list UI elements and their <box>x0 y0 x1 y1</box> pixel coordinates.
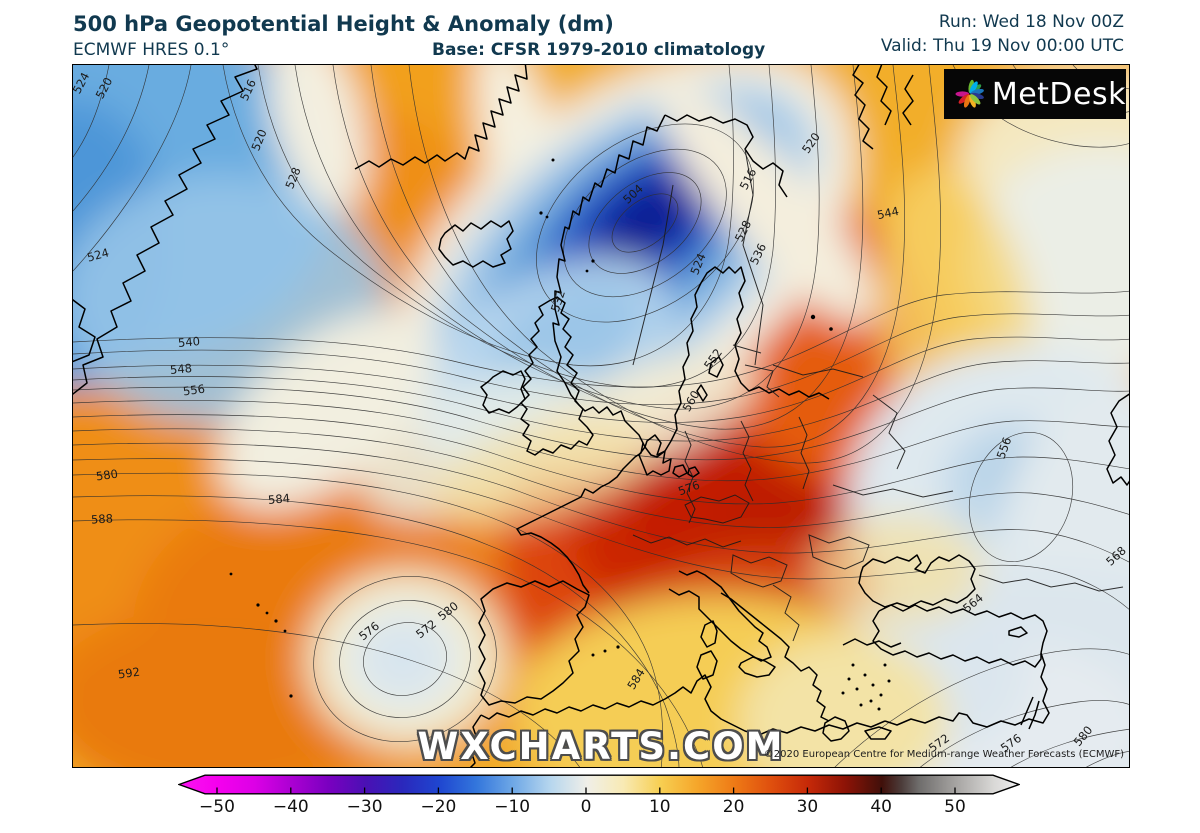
contour-label: 556 <box>993 435 1015 461</box>
country-borders <box>632 148 1124 642</box>
map-canvas <box>73 65 1129 767</box>
contour-label: 580 <box>435 598 461 624</box>
colorbar-tick-label: 10 <box>648 797 671 817</box>
colorbar-ticks <box>216 787 956 794</box>
wxcharts-watermark: WXCHARTS.COM <box>417 725 785 768</box>
contour-label: 516 <box>237 77 259 103</box>
metdesk-pinwheel-icon <box>955 79 984 108</box>
contour-label: 580 <box>95 466 119 484</box>
contour-label: 576 <box>356 618 382 644</box>
contour-label: 564 <box>960 590 986 616</box>
colorbar-tick-label: −10 <box>494 797 531 817</box>
model-label: ECMWF HRES 0.1° <box>73 40 230 60</box>
contour-label: 588 <box>90 511 114 527</box>
anomaly-colorbar <box>176 774 1022 795</box>
colorbar-tick-label: 50 <box>944 797 966 817</box>
valid-time-label: Valid: Thu 19 Nov 00:00 UTC <box>880 36 1124 56</box>
colorbar-tick-label: −50 <box>199 797 235 817</box>
contour-label: 520 <box>92 75 116 101</box>
colorbar-tick-label: −20 <box>420 797 457 817</box>
page-title: 500 hPa Geopotential Height & Anomaly (d… <box>73 12 614 36</box>
contour-label: 548 <box>169 361 193 377</box>
contour-label: 528 <box>282 165 304 191</box>
colorbar-tick-label: 0 <box>580 797 592 817</box>
contour-lines <box>73 65 1129 767</box>
colorbar-tick-label: −30 <box>346 797 383 817</box>
copyright-text: ©2020 European Centre for Medium-range W… <box>763 749 1124 760</box>
coastlines <box>73 65 1129 767</box>
climatology-base-label: Base: CFSR 1979-2010 climatology <box>432 40 766 60</box>
contour-label: 532 <box>547 288 569 314</box>
contour-label: 520 <box>798 129 824 157</box>
contour-label: 544 <box>875 203 901 223</box>
contour-label: 576 <box>676 477 702 499</box>
contour-label: 592 <box>117 664 141 682</box>
contour-label: 520 <box>248 127 270 153</box>
contour-label: 568 <box>1103 543 1129 569</box>
contour-label: 552 <box>700 345 726 373</box>
island-specks <box>229 158 891 711</box>
contour-label-layer: 524 520 516 520 528 524 504 532 524 516 520 528 536 5… <box>73 65 1129 767</box>
colorbar-tick-label: 30 <box>796 797 819 817</box>
metdesk-logo-text: MetDesk <box>991 76 1126 112</box>
contour-label: 504 <box>620 181 646 207</box>
contour-label: 528 <box>731 218 755 244</box>
contour-label: 524 <box>687 251 709 277</box>
contour-label: 556 <box>182 381 206 399</box>
contour-label: 560 <box>679 387 703 415</box>
colorbar-arrow-bar <box>176 774 1022 795</box>
contour-label: 524 <box>85 245 111 265</box>
run-time-label: Run: Wed 18 Nov 00Z <box>938 12 1124 32</box>
colorbar-tick-label: 40 <box>870 797 893 817</box>
contour-label: 584 <box>624 665 648 693</box>
contour-label: 524 <box>72 70 93 96</box>
anomaly-field <box>73 65 1129 767</box>
colorbar-tick-label: −40 <box>272 797 309 817</box>
metdesk-logo: MetDesk <box>944 69 1126 119</box>
contour-label: 516 <box>736 166 760 192</box>
weather-map: 524 520 516 520 528 524 504 532 524 516 520 528 536 5… <box>72 64 1130 768</box>
colorbar-tick-labels: −50 −40 −30 −20 −10 0 10 20 30 40 50 <box>178 797 1020 819</box>
contour-label: 540 <box>177 334 201 350</box>
colorbar-tick-label: 20 <box>722 797 745 817</box>
contour-label: 536 <box>746 241 770 267</box>
contour-label: 584 <box>267 491 291 507</box>
contour-label: 572 <box>413 616 439 642</box>
